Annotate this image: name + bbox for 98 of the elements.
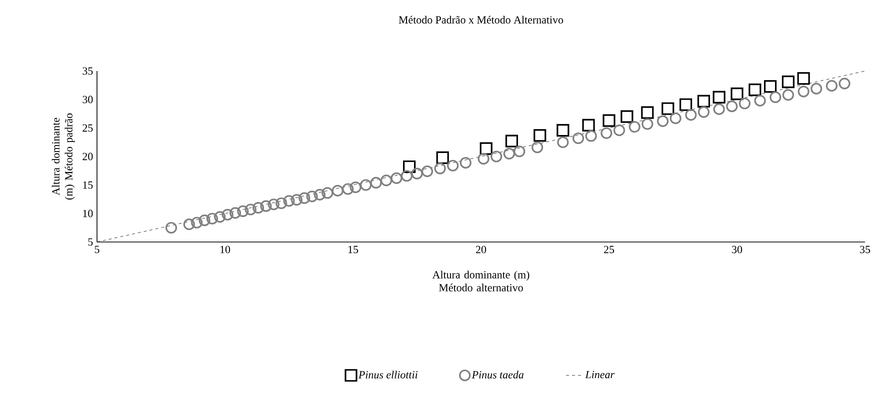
point [183, 218, 195, 230]
point [532, 142, 544, 154]
point [222, 208, 234, 220]
y-tick-label: 30 [82, 96, 93, 104]
point [712, 90, 726, 104]
x-tick-label: 15 [348, 246, 358, 254]
point [505, 134, 518, 148]
point [380, 174, 392, 186]
point [350, 181, 362, 194]
x-tick-label: 10 [220, 246, 230, 254]
point [191, 216, 203, 228]
point [229, 207, 242, 219]
legend-label: Pinus taeda [472, 370, 524, 378]
point [748, 84, 762, 96]
point [572, 132, 584, 144]
point [314, 188, 326, 200]
point [697, 94, 710, 108]
y-tick-label: 25 [82, 124, 93, 132]
point [670, 112, 682, 124]
point [390, 172, 402, 184]
point [642, 118, 654, 130]
point [620, 110, 634, 123]
point [421, 166, 434, 178]
point [268, 198, 280, 210]
point [556, 124, 570, 137]
point [283, 195, 295, 207]
point [165, 222, 178, 234]
point [214, 211, 226, 223]
point [628, 121, 640, 133]
point [198, 214, 210, 226]
point [782, 89, 794, 101]
point [370, 176, 382, 189]
point [478, 152, 490, 165]
point [244, 204, 256, 216]
x-tick-label: 35 [860, 246, 870, 254]
point [713, 103, 725, 115]
point [534, 129, 546, 142]
point [503, 148, 515, 160]
point [436, 151, 449, 164]
point [782, 76, 795, 88]
point [662, 102, 674, 115]
point [810, 82, 822, 94]
point [730, 88, 744, 100]
y-axis-title: Altura dominante (m) Método padrão [52, 113, 75, 200]
point [582, 118, 595, 132]
point [403, 160, 416, 174]
y-tick-label: 10 [83, 210, 93, 218]
legend-label: Pinus elliottii [358, 370, 418, 378]
point [298, 192, 310, 204]
x-tick-label: 20 [476, 246, 486, 254]
point [332, 184, 344, 196]
point [290, 194, 302, 206]
point [764, 80, 777, 93]
point [260, 200, 272, 212]
point [360, 179, 372, 191]
point [602, 114, 616, 127]
chart-title: Método Padrão x Método Alternativo [398, 16, 564, 24]
point [585, 130, 597, 142]
point [680, 98, 692, 111]
point [237, 205, 249, 218]
point [252, 202, 264, 214]
x-tick-label: 25 [604, 246, 614, 254]
x-axis-title: Altura dominante (m) Método alternativo [432, 270, 530, 292]
point [797, 72, 810, 85]
point [798, 86, 810, 98]
point [206, 212, 218, 224]
x-tick-label: 5 [94, 246, 100, 254]
point [726, 100, 738, 112]
legend-label: Linear [585, 370, 615, 378]
point [656, 115, 669, 127]
point [514, 146, 526, 158]
point [490, 150, 502, 162]
point [754, 94, 766, 106]
point [447, 160, 459, 172]
point [600, 127, 612, 139]
point [613, 124, 626, 136]
point [698, 106, 710, 118]
point [480, 142, 492, 155]
point [770, 91, 782, 104]
y-tick-label: 5 [88, 238, 93, 246]
x-tick-label: 30 [732, 246, 742, 254]
y-tick-label: 35 [82, 67, 93, 75]
point [557, 136, 569, 148]
point [838, 78, 850, 90]
point [826, 80, 838, 92]
point [434, 162, 446, 174]
point [641, 106, 654, 119]
y-tick-label: 15 [83, 181, 93, 189]
point [460, 156, 472, 169]
y-tick-label: 20 [82, 152, 93, 160]
point [322, 187, 334, 199]
point [306, 190, 318, 202]
point [411, 168, 423, 180]
point [738, 98, 750, 110]
point [685, 109, 697, 121]
point [342, 183, 354, 195]
point [400, 170, 413, 182]
point [276, 197, 288, 210]
